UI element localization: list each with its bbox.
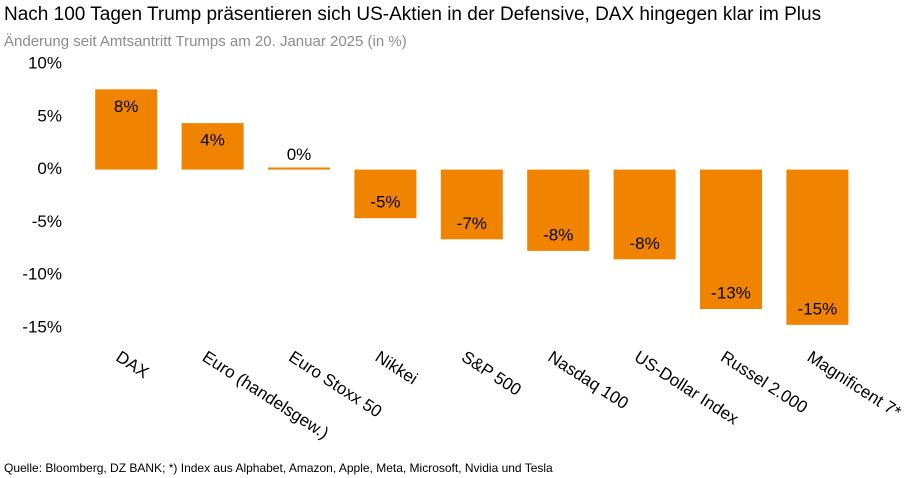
bar xyxy=(527,169,590,251)
x-tick-label: Nasdaq 100 xyxy=(545,347,632,413)
x-tick-label: Nikkei xyxy=(372,347,421,388)
data-label: -13% xyxy=(711,283,751,302)
y-tick-label: 10% xyxy=(28,53,62,72)
y-tick-label: -5% xyxy=(32,212,62,231)
y-axis: 10% 5% 0% -5% -10% -15% xyxy=(22,53,62,336)
bar xyxy=(95,89,158,170)
data-label: -8% xyxy=(629,234,659,253)
bar xyxy=(786,169,849,325)
data-label: 4% xyxy=(200,131,225,150)
chart-title: Nach 100 Tagen Trump präsentieren sich U… xyxy=(4,4,822,25)
bar xyxy=(700,169,762,309)
bar xyxy=(354,169,417,219)
x-axis: DAX Euro (handelsgew.)Euro Stoxx 50Nikkei… xyxy=(113,347,905,443)
y-tick-label: 5% xyxy=(37,106,62,125)
x-tick-label: S&P 500 xyxy=(458,347,524,399)
bars: 8% 4% 0% -5% -7% -8% -8% -13% -15% xyxy=(95,89,849,325)
bar xyxy=(613,169,676,260)
data-label: -8% xyxy=(543,225,573,244)
x-tick-label: DAX xyxy=(113,347,153,382)
bar xyxy=(181,123,244,170)
data-label: -15% xyxy=(798,299,838,318)
bar xyxy=(440,169,503,240)
y-tick-label: -10% xyxy=(22,265,62,284)
y-tick-label: 0% xyxy=(37,159,62,178)
chart-source: Quelle: Bloomberg, DZ BANK; *) Index aus… xyxy=(4,461,553,475)
y-tick-label: -15% xyxy=(22,317,62,336)
x-tick-label: Magnificent 7* xyxy=(804,347,905,422)
chart-subtitle: Änderung seit Amtsantritt Trumps am 20. … xyxy=(4,33,407,50)
data-label: 0% xyxy=(287,145,312,164)
data-label: -5% xyxy=(370,193,400,212)
bar xyxy=(268,167,330,170)
data-label: 8% xyxy=(114,97,139,116)
data-label: -7% xyxy=(457,214,487,233)
